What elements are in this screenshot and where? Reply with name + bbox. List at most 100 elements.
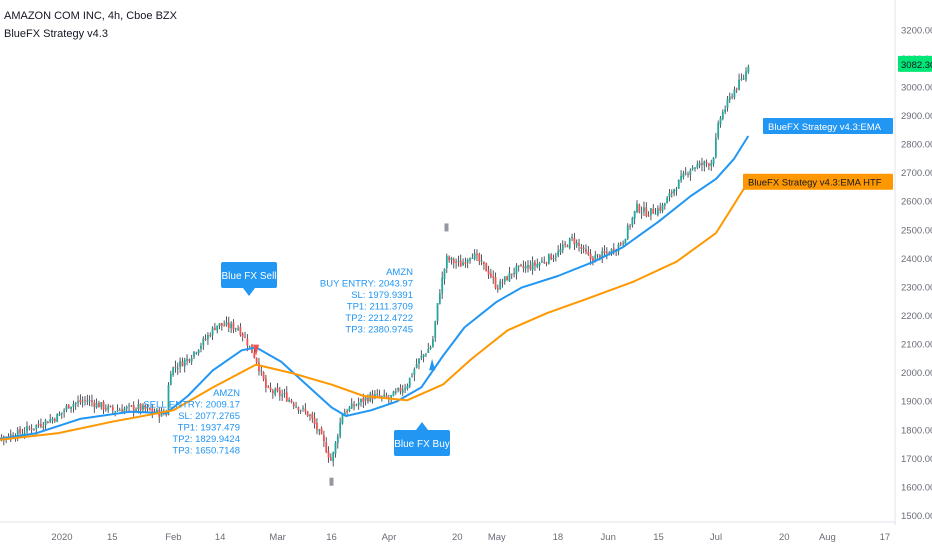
y-tick-label: 2100.00 bbox=[901, 340, 932, 351]
candle-body bbox=[571, 236, 573, 238]
candle-body bbox=[670, 191, 673, 194]
buy-annotation-line: SL: 1979.9391 bbox=[351, 290, 413, 301]
buy-callout-label: Blue FX Buy bbox=[394, 439, 450, 450]
candle-body bbox=[9, 434, 12, 439]
candle-body bbox=[545, 262, 548, 264]
candle-body bbox=[139, 404, 142, 411]
candle-body bbox=[599, 254, 601, 259]
candle-body bbox=[40, 424, 42, 427]
candle-body bbox=[179, 360, 181, 368]
candle-body bbox=[269, 387, 272, 391]
candle-body bbox=[740, 78, 743, 80]
candle-body bbox=[258, 362, 260, 372]
candle-body bbox=[137, 404, 140, 410]
candle-body bbox=[501, 282, 504, 284]
time-axis[interactable]: 2020 15 Feb 14 Mar 16 Apr 20 May 18 Jun 15 Jul 20 Aug 1… bbox=[0, 521, 895, 543]
x-tick-label: Aug bbox=[819, 532, 836, 543]
y-tick-label: 1700.00 bbox=[901, 454, 932, 465]
candles-layer bbox=[0, 64, 750, 467]
candle-body bbox=[116, 410, 119, 412]
candle-body bbox=[290, 400, 293, 403]
candle-body bbox=[295, 406, 297, 408]
candle-body bbox=[645, 207, 648, 217]
candle-body bbox=[656, 208, 659, 215]
candle-body bbox=[735, 88, 738, 90]
candle-body bbox=[422, 354, 425, 357]
candle-body bbox=[209, 335, 212, 337]
candle-body bbox=[327, 451, 330, 458]
candle-body bbox=[432, 339, 434, 347]
candle-body bbox=[450, 257, 453, 260]
candle-body bbox=[529, 265, 532, 270]
candle-body bbox=[524, 266, 527, 269]
candle-body bbox=[165, 413, 168, 416]
candle-body bbox=[383, 394, 386, 397]
candle-body bbox=[225, 322, 228, 326]
candle-body bbox=[207, 335, 209, 340]
candle-body bbox=[265, 378, 267, 388]
candle-body bbox=[267, 386, 270, 388]
candle-body bbox=[253, 352, 256, 358]
candle-body bbox=[169, 373, 172, 386]
buy-callout[interactable]: Blue FX Buy bbox=[394, 422, 450, 456]
y-tick-label: 2800.00 bbox=[901, 140, 932, 151]
price-axis[interactable]: 1500.00 1600.00 1700.00 1800.00 1900.00 2000.… bbox=[894, 0, 932, 525]
candle-body bbox=[404, 388, 406, 390]
sell-annotation-line: SELL ENTRY: 2009.17 bbox=[143, 400, 240, 411]
candle-body bbox=[522, 266, 525, 268]
candle-body bbox=[411, 375, 413, 377]
buy-annotation-line: TP2: 2212.4722 bbox=[345, 313, 413, 324]
candle-body bbox=[67, 404, 70, 409]
candle-body bbox=[53, 419, 56, 422]
candle-body bbox=[691, 167, 694, 170]
candle-body bbox=[174, 366, 177, 368]
candle-body bbox=[466, 259, 469, 263]
y-tick-label: 1600.00 bbox=[901, 482, 932, 493]
candle-body bbox=[172, 367, 175, 375]
high-marker-icon bbox=[444, 223, 449, 232]
ema-lines-layer bbox=[0, 135, 750, 441]
candle-body bbox=[390, 395, 393, 398]
candle-body bbox=[636, 203, 638, 213]
y-tick-label: 2700.00 bbox=[901, 168, 932, 179]
candle-body bbox=[684, 172, 687, 174]
buy-callout-pointer bbox=[416, 422, 428, 430]
candle-body bbox=[183, 359, 186, 367]
ema-htf-line bbox=[0, 181, 750, 441]
candle-body bbox=[255, 357, 258, 363]
candle-body bbox=[480, 260, 483, 262]
candle-body bbox=[65, 405, 68, 410]
candle-body bbox=[659, 207, 662, 211]
candle-body bbox=[211, 327, 214, 336]
candle-body bbox=[88, 400, 91, 402]
candle-body bbox=[747, 66, 750, 73]
candle-body bbox=[661, 204, 664, 212]
candle-body bbox=[260, 370, 263, 372]
sell-annotation-line: TP1: 1937.479 bbox=[178, 423, 240, 434]
candle-body bbox=[517, 265, 520, 267]
candle-body bbox=[193, 351, 195, 357]
candle-body bbox=[673, 189, 676, 194]
candle-body bbox=[86, 400, 89, 402]
candle-body bbox=[413, 369, 416, 376]
candle-body bbox=[541, 260, 543, 263]
candle-body bbox=[701, 162, 703, 165]
candle-body bbox=[128, 405, 130, 407]
candle-body bbox=[35, 424, 38, 429]
candle-body bbox=[694, 167, 696, 169]
candle-body bbox=[376, 394, 379, 396]
candle-body bbox=[350, 403, 353, 409]
candle-body bbox=[464, 262, 467, 264]
candle-body bbox=[186, 358, 188, 361]
sell-callout[interactable]: Blue FX Sell bbox=[221, 262, 277, 296]
candle-body bbox=[566, 245, 569, 248]
candle-body bbox=[619, 243, 622, 245]
candle-body bbox=[98, 402, 100, 408]
candle-body bbox=[297, 407, 300, 411]
candle-body bbox=[176, 367, 179, 369]
candle-body bbox=[348, 407, 351, 412]
candle-body bbox=[380, 396, 383, 398]
candle-body bbox=[708, 163, 710, 166]
buy-annotation-line: AMZN bbox=[386, 267, 413, 278]
